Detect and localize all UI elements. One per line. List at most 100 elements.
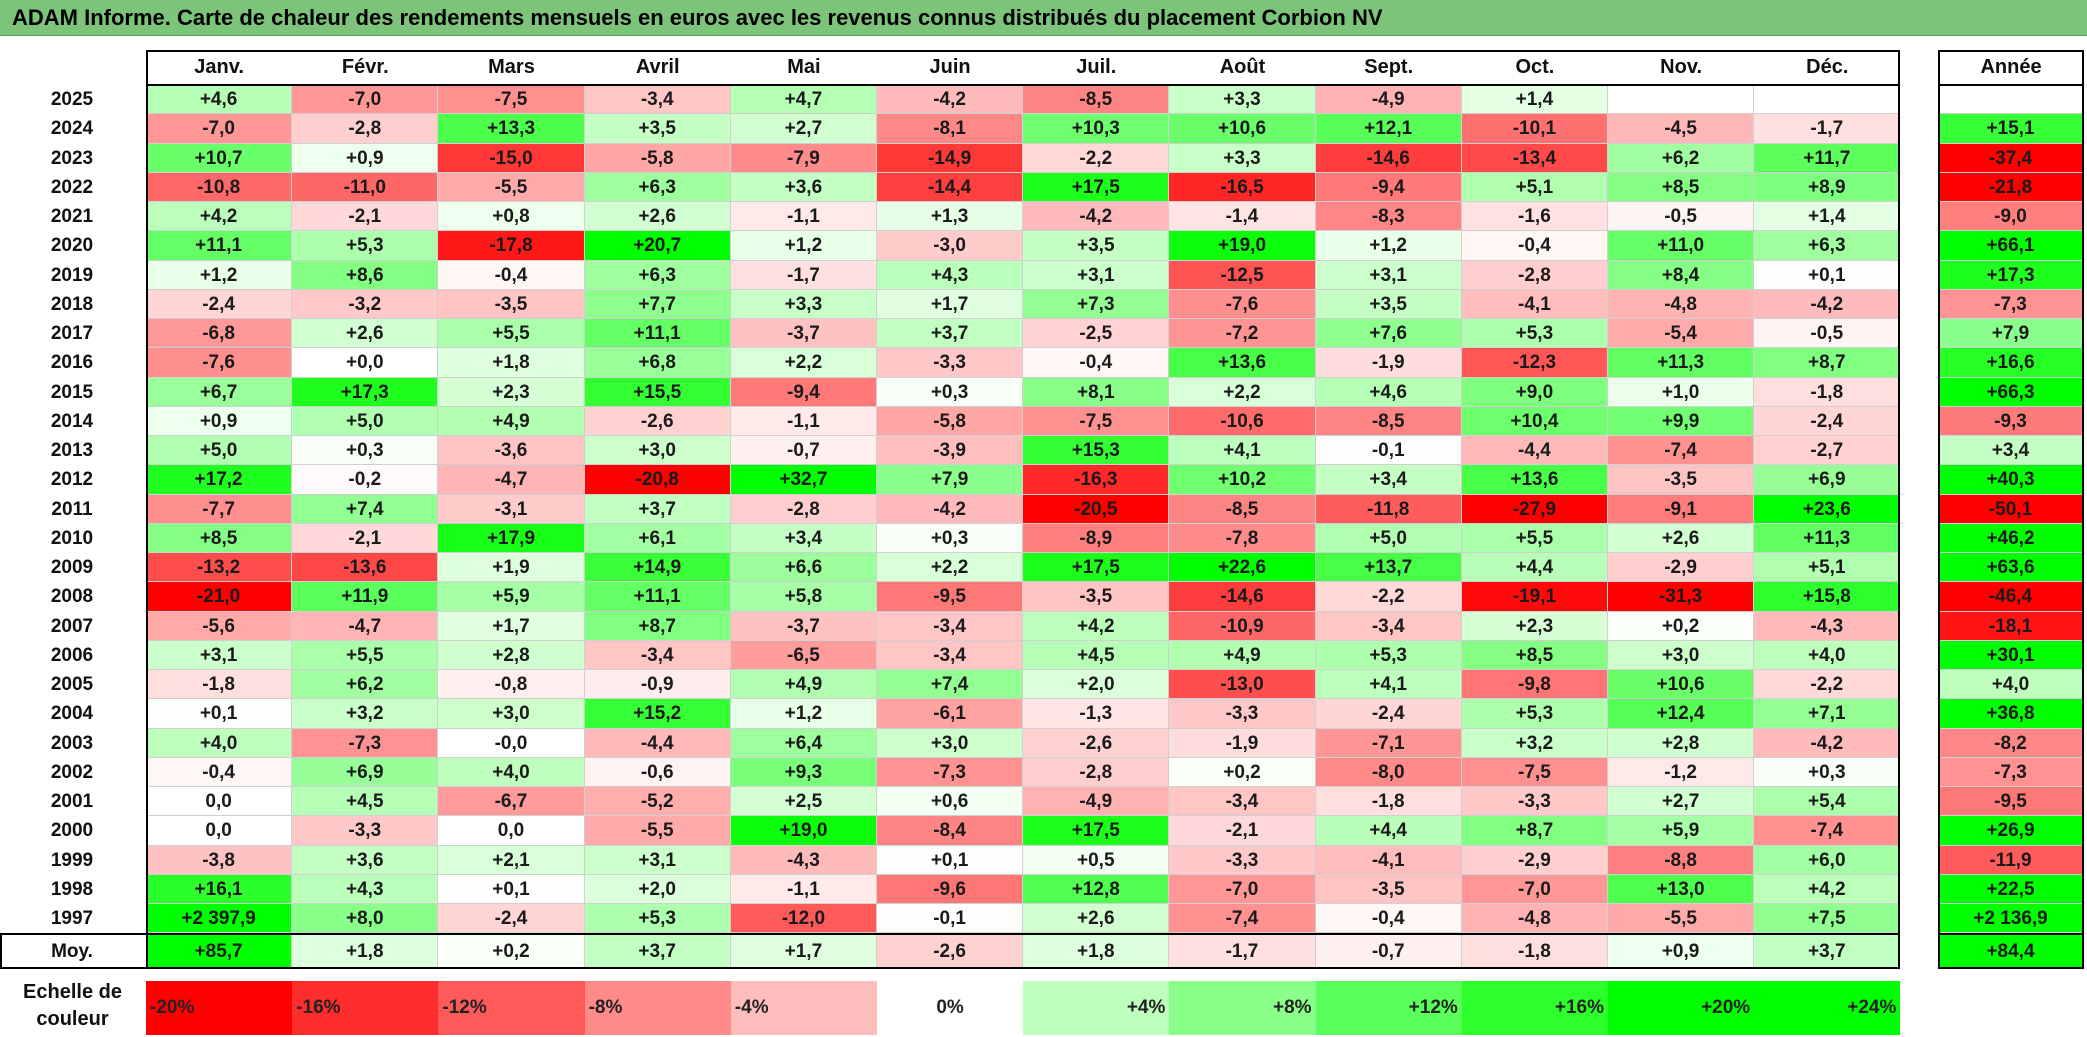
heatmap-cell: -2,6 [584,406,731,436]
year-label: 2006 [50,644,94,666]
heatmap-cell: +3,7 [584,494,731,524]
year-label: 2000 [50,820,94,842]
heatmap-cell: +8,0 [292,904,439,934]
heatmap-cell: -2,2 [1754,670,1901,700]
heatmap-cell: +7,7 [584,289,731,319]
heatmap-cell: +17,5 [1023,553,1170,583]
average-cell: +85,7 [146,935,293,970]
heatmap-cell: +3,6 [730,172,877,202]
heatmap-cell: +10,3 [1023,114,1170,144]
average-cell: -1,7 [1169,935,1316,970]
heatmap-cell: +12,8 [1023,874,1170,904]
heatmap-cell: +4,3 [877,260,1024,290]
year-label: 2010 [50,527,94,549]
annual-cell: +2 136,9 [1938,904,2084,934]
heatmap-cell: +5,0 [1315,523,1462,553]
heatmap-cell: -3,4 [1315,611,1462,641]
annual-cell: -46,4 [1938,582,2084,612]
heatmap-cell: -5,5 [438,172,585,202]
heatmap-cell: +4,5 [1023,640,1170,670]
heatmap-cell: -31,3 [1608,582,1755,612]
heatmap-cell: -2,9 [1461,845,1608,875]
heatmap-cell: -1,1 [730,202,877,232]
heatmap-cell: +2,5 [730,787,877,817]
heatmap-cell: +2,6 [1608,523,1755,553]
average-cell: -0,7 [1315,935,1462,970]
heatmap-cell: -3,3 [1169,845,1316,875]
heatmap-cell: +7,5 [1754,904,1901,934]
heatmap-cell: +12,1 [1315,114,1462,144]
heatmap-cell: -7,3 [877,757,1024,787]
annual-cell: +4,0 [1938,670,2084,700]
heatmap-cell: -3,4 [584,640,731,670]
heatmap-cell: -5,8 [877,406,1024,436]
heatmap-cell: +5,5 [1461,523,1608,553]
average-cell: +0,2 [438,935,585,970]
heatmap-cell: +8,9 [1754,172,1901,202]
heatmap-cell: +2,8 [1608,728,1755,758]
grid-border [0,933,2,970]
heatmap-cell: -10,8 [146,172,293,202]
heatmap-cell: +2,2 [1169,377,1316,407]
average-cell: +1,8 [1023,935,1170,970]
year-label: 2013 [50,440,94,461]
heatmap-cell: -0,1 [877,904,1024,934]
month-header: Mai [787,56,821,78]
heatmap-cell: -2,1 [1169,816,1316,846]
heatmap-cell: +3,1 [146,640,293,670]
year-label: 2014 [50,410,94,432]
year-label: 2017 [50,323,94,344]
heatmap-cell: +3,7 [877,319,1024,349]
month-header: Juil. [1076,56,1117,78]
heatmap-cell: -2,1 [292,202,439,232]
heatmap-cell: +5,5 [438,319,585,349]
heatmap-cell: -1,9 [1315,348,1462,378]
heatmap-cell: +1,4 [1754,202,1901,232]
heatmap-cell: +17,9 [438,523,585,553]
heatmap-cell: +4,9 [730,670,877,700]
heatmap-cell: -4,2 [1754,728,1901,758]
heatmap-cell: -6,5 [730,640,877,670]
heatmap-cell: +3,4 [1315,465,1462,495]
year-label: 2002 [50,761,94,783]
heatmap-cell: -0,8 [438,670,585,700]
heatmap-cell: -2,1 [292,523,439,553]
heatmap-cell: +5,0 [146,436,293,466]
heatmap-cell: -10,9 [1169,611,1316,641]
heatmap-cell: -3,7 [730,319,877,349]
heatmap-cell: +4,3 [292,874,439,904]
heatmap-cell: +17,5 [1023,172,1170,202]
annual-cell: -21,8 [1938,172,2084,202]
heatmap-cell: +10,4 [1461,406,1608,436]
heatmap-cell: +5,9 [1608,816,1755,846]
heatmap-cell: +10,7 [146,143,293,173]
heatmap-cell: +13,6 [1169,348,1316,378]
heatmap-cell: -4,3 [730,845,877,875]
heatmap-cell: +13,6 [1461,465,1608,495]
heatmap-cell: -7,0 [1169,874,1316,904]
heatmap-cell [1754,85,1901,115]
heatmap-cell: -21,0 [146,582,293,612]
heatmap-cell: +6,9 [292,757,439,787]
heatmap-cell: +9,0 [1461,377,1608,407]
heatmap-cell: -1,8 [146,670,293,700]
heatmap-cell: -8,0 [1315,757,1462,787]
average-cell: +0,9 [1608,935,1755,970]
heatmap-cell: +0,3 [1754,757,1901,787]
annual-cell: +26,9 [1938,816,2084,846]
heatmap-cell: -3,7 [730,611,877,641]
year-label: 1998 [50,878,94,900]
heatmap-cell: -8,5 [1169,494,1316,524]
heatmap-cell: -20,5 [1023,494,1170,524]
heatmap-cell: +1,3 [877,202,1024,232]
heatmap-cell: -8,8 [1608,845,1755,875]
year-label: 1999 [50,849,94,871]
heatmap-cell: +17,3 [292,377,439,407]
heatmap-cell: +3,4 [730,523,877,553]
heatmap-cell: -13,0 [1169,670,1316,700]
heatmap-cell: -4,5 [1608,114,1755,144]
heatmap-cell: -12,5 [1169,260,1316,290]
color-scale-swatch: +8% [1169,981,1316,1035]
color-scale-swatch: +4% [1023,981,1170,1035]
heatmap-cell: +1,2 [730,699,877,729]
